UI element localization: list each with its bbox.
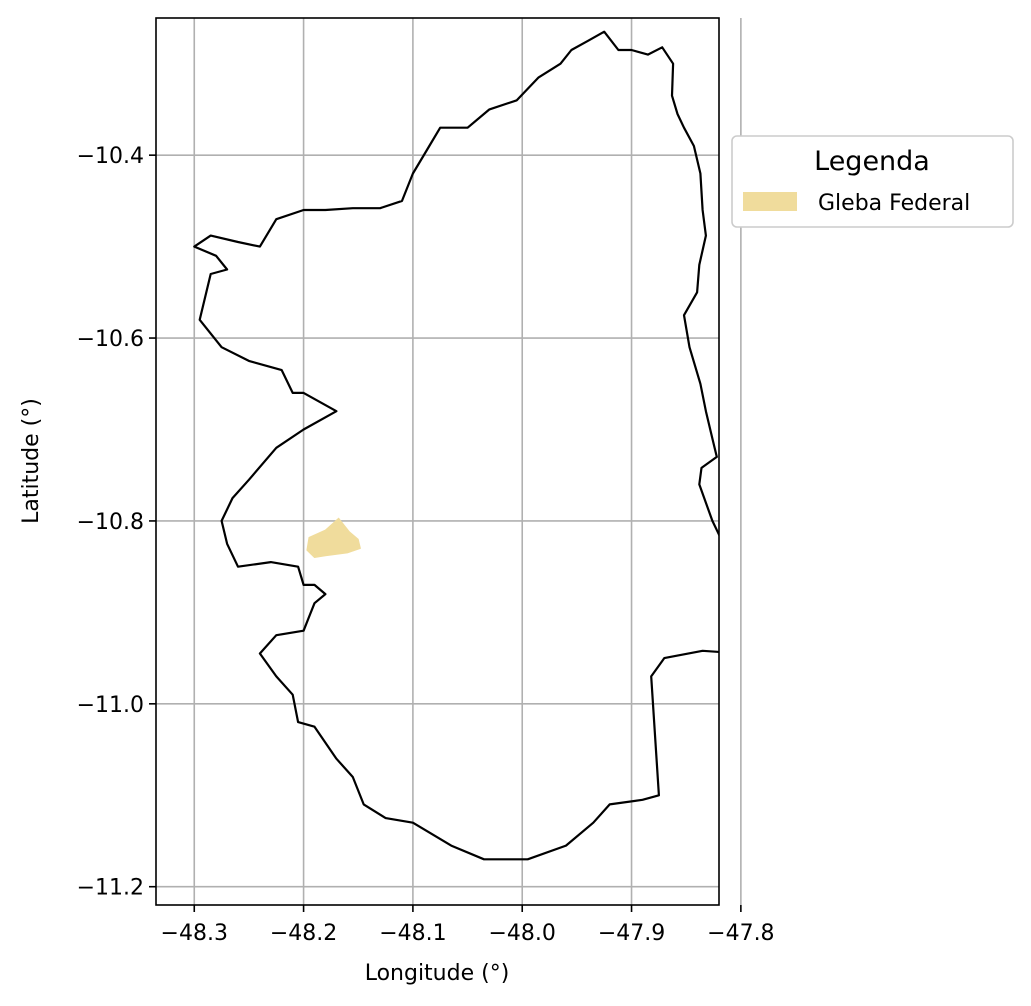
axis-ticks: −48.3 −48.2 −48.1 −48.0 −47.9 −47.8 −10.4 −10.6…: [77, 144, 775, 946]
x-tick-label: −48.2: [270, 921, 337, 946]
x-axis-title: Longitude (°): [365, 961, 510, 986]
gleba-federal-area: [306, 517, 361, 558]
y-axis-title: Latitude (°): [19, 398, 44, 524]
y-tick-label: −10.4: [77, 144, 144, 169]
x-tick-label: −48.0: [489, 921, 556, 946]
grid-lines: [156, 18, 742, 905]
x-tick-label: −47.8: [707, 921, 774, 946]
x-tick-label: −47.9: [598, 921, 665, 946]
x-tick-label: −48.1: [379, 921, 446, 946]
y-tick-label: −11.0: [77, 693, 144, 718]
y-tick-label: −11.2: [77, 876, 144, 901]
plot-area: −48.3 −48.2 −48.1 −48.0 −47.9 −47.8 −10.4 −10.6…: [77, 17, 775, 946]
y-tick-label: −10.8: [77, 510, 144, 535]
y-tick-label: −10.6: [77, 327, 144, 352]
legend-label-gleba-federal: Gleba Federal: [818, 191, 970, 216]
legend-title: Legenda: [814, 146, 930, 177]
legend-box: [731, 135, 1014, 228]
legend-swatch-gleba-federal: [743, 192, 797, 211]
legend: Legenda Gleba Federal: [731, 135, 1014, 228]
x-tick-label: −48.3: [161, 921, 228, 946]
municipality-boundary: [193, 30, 719, 861]
plot-frame: [155, 17, 720, 906]
map-data: [193, 30, 719, 861]
